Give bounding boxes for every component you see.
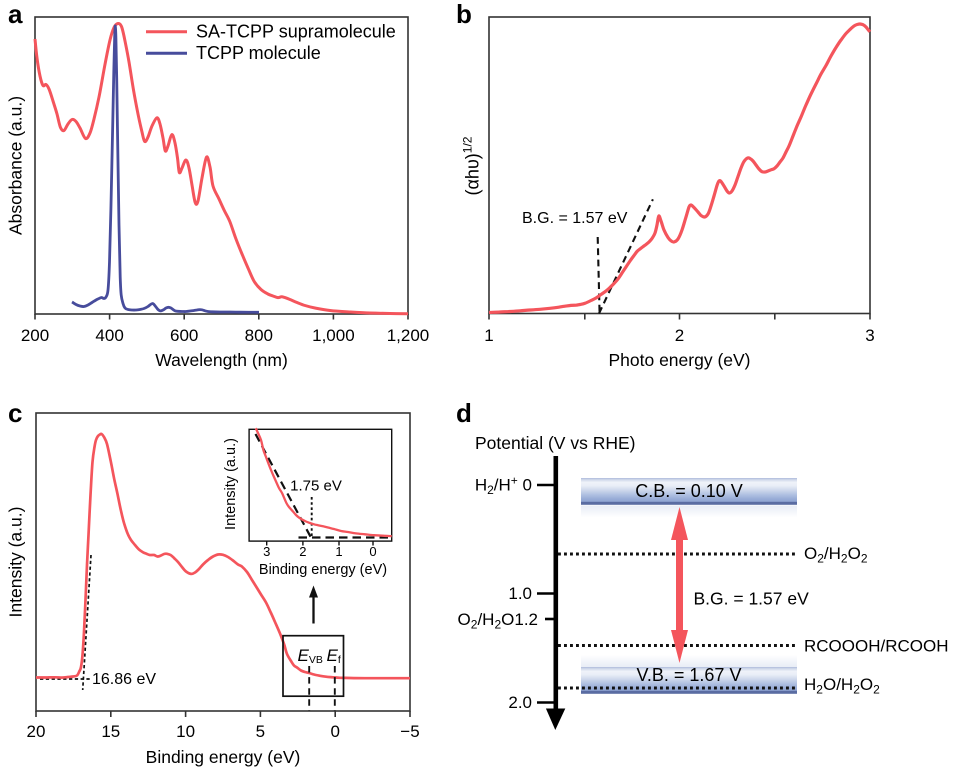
svg-text:H2O/H2O2: H2O/H2O2 (804, 675, 880, 697)
svg-text:0: 0 (369, 544, 376, 559)
svg-text:15: 15 (101, 722, 120, 741)
svg-text:Potential (V vs RHE): Potential (V vs RHE) (475, 433, 635, 453)
svg-text:2: 2 (299, 544, 306, 559)
svg-text:O2/H2O2: O2/H2O2 (804, 544, 868, 566)
svg-text:Binding energy (eV): Binding energy (eV) (146, 747, 301, 767)
svg-text:O2/H2O1.2: O2/H2O1.2 (458, 610, 538, 632)
svg-text:SA-TCPP supramolecule: SA-TCPP supramolecule (196, 22, 396, 42)
svg-text:2.0: 2.0 (508, 693, 532, 712)
svg-text:c: c (8, 398, 22, 428)
svg-text:C.B. = 0.10 V: C.B. = 0.10 V (635, 481, 743, 501)
svg-text:2: 2 (675, 326, 684, 345)
svg-text:b: b (456, 0, 472, 29)
svg-text:400: 400 (95, 326, 123, 345)
svg-text:B.G. = 1.57 eV: B.G. = 1.57 eV (694, 589, 810, 609)
svg-text:TCPP molecule: TCPP molecule (196, 43, 321, 63)
svg-text:1,000: 1,000 (312, 326, 355, 345)
svg-text:10: 10 (176, 722, 195, 741)
svg-text:RCOOOH/RCOOH: RCOOOH/RCOOH (804, 637, 949, 656)
svg-text:800: 800 (245, 326, 273, 345)
svg-text:200: 200 (21, 326, 49, 345)
svg-text:Intensity (a.u.): Intensity (a.u.) (6, 507, 26, 618)
svg-text:Binding energy (eV): Binding energy (eV) (259, 562, 387, 578)
svg-text:16.86 eV: 16.86 eV (92, 671, 156, 688)
svg-text:V.B. = 1.67 V: V.B. = 1.67 V (637, 665, 742, 685)
svg-text:Wavelength (nm): Wavelength (nm) (155, 350, 288, 370)
svg-text:a: a (8, 0, 23, 29)
svg-text:1: 1 (484, 326, 493, 345)
svg-text:3: 3 (865, 326, 874, 345)
svg-text:3: 3 (263, 544, 270, 559)
svg-text:Photo energy (eV): Photo energy (eV) (608, 350, 750, 370)
svg-text:1.0: 1.0 (508, 584, 532, 603)
svg-text:Ef: Ef (327, 646, 341, 666)
svg-text:0: 0 (330, 722, 339, 741)
svg-text:B.G. = 1.57 eV: B.G. = 1.57 eV (522, 210, 628, 227)
svg-text:5: 5 (256, 722, 265, 741)
svg-text:600: 600 (170, 326, 198, 345)
svg-text:d: d (456, 398, 472, 428)
svg-text:Absorbance (a.u.): Absorbance (a.u.) (6, 96, 26, 235)
svg-text:1.75 eV: 1.75 eV (290, 478, 342, 495)
svg-text:1,200: 1,200 (387, 326, 430, 345)
svg-text:20: 20 (27, 722, 46, 741)
svg-text:−5: −5 (400, 722, 419, 741)
svg-text:1: 1 (335, 544, 342, 559)
svg-text:Intensity (a.u.): Intensity (a.u.) (223, 438, 239, 530)
svg-text:H2/H+ 0: H2/H+ 0 (475, 474, 532, 498)
